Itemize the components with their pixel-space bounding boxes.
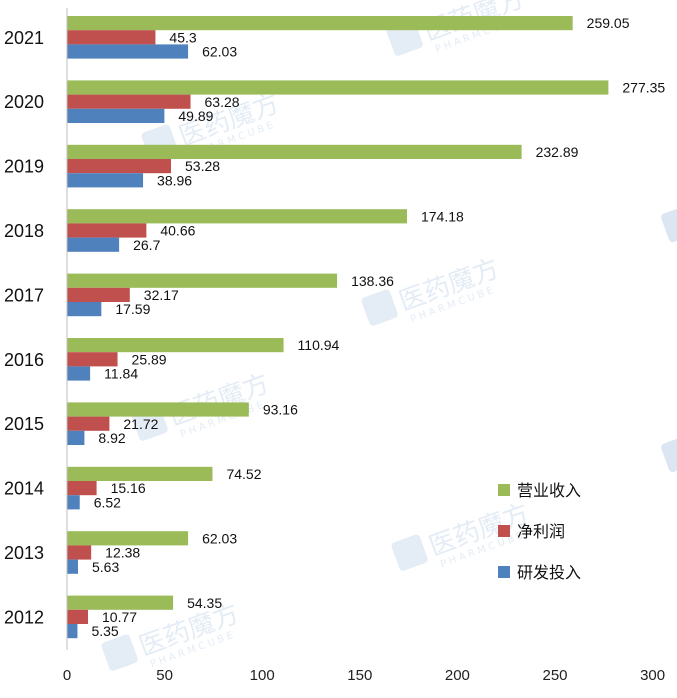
data-label: 54.35 <box>187 595 222 611</box>
watermark-cube-icon <box>101 634 138 671</box>
bar <box>67 80 609 95</box>
watermark-cube-icon <box>391 534 428 571</box>
data-label: 74.52 <box>226 466 261 482</box>
bar <box>67 416 110 431</box>
bar <box>67 402 249 417</box>
bar <box>67 595 174 610</box>
category-label: 2014 <box>4 479 44 499</box>
legend-swatch <box>498 566 510 578</box>
data-label: 10.77 <box>102 609 137 625</box>
category-label: 2018 <box>4 221 44 241</box>
data-label: 6.52 <box>94 494 121 510</box>
watermark-cube-icon <box>661 205 677 243</box>
data-label: 174.18 <box>421 208 464 224</box>
x-tick-label: 200 <box>445 667 470 684</box>
category-label: 2017 <box>4 285 44 305</box>
bar <box>67 223 147 238</box>
data-label: 5.35 <box>91 623 118 639</box>
bar <box>67 366 91 381</box>
bar <box>67 159 172 174</box>
x-tick-label: 100 <box>250 667 275 684</box>
x-tick-label: 300 <box>640 667 665 684</box>
bar <box>67 466 213 481</box>
data-label: 38.96 <box>157 172 192 188</box>
data-label: 110.94 <box>298 337 340 353</box>
bar <box>67 287 130 302</box>
legend-label: 研发投入 <box>517 563 581 582</box>
category-label: 2012 <box>4 607 44 627</box>
bar <box>67 209 407 224</box>
category-label: 2020 <box>4 92 44 112</box>
data-label: 21.72 <box>123 416 158 432</box>
bar <box>67 338 284 353</box>
category-axis: 2021 2020 2019 2018 2017 2016 2015 2014 2013 2012 <box>4 28 44 628</box>
bar <box>67 273 338 288</box>
bar <box>67 94 191 109</box>
legend-swatch <box>498 525 510 537</box>
bar <box>67 144 522 159</box>
bar <box>67 624 78 639</box>
bar <box>67 352 118 367</box>
category-label: 2016 <box>4 350 44 370</box>
bars-group <box>67 16 609 639</box>
data-label: 15.16 <box>111 480 146 496</box>
bar <box>67 16 573 31</box>
bar <box>67 559 78 574</box>
data-label: 62.03 <box>202 530 237 546</box>
value-axis: 0 50 100 150 200 250 300 <box>63 8 665 684</box>
data-label: 45.3 <box>169 29 196 45</box>
x-tick-label: 250 <box>542 667 567 684</box>
data-label: 12.38 <box>105 545 140 561</box>
bar <box>67 108 165 123</box>
data-label: 40.66 <box>160 223 195 239</box>
bar <box>67 545 92 560</box>
bar <box>67 609 89 624</box>
bar <box>67 173 144 188</box>
bar <box>67 495 80 510</box>
data-label: 62.03 <box>202 44 237 60</box>
bar <box>67 531 189 546</box>
data-label: 25.89 <box>132 351 167 367</box>
data-label: 17.59 <box>115 301 150 317</box>
data-label: 49.89 <box>178 108 213 124</box>
legend-swatch <box>498 484 510 496</box>
legend-label: 净利润 <box>517 522 565 541</box>
data-label: 8.92 <box>98 430 125 446</box>
x-tick-label: 50 <box>156 667 173 684</box>
x-tick-label: 150 <box>347 667 372 684</box>
category-label: 2021 <box>4 28 44 48</box>
data-label: 232.89 <box>536 144 579 160</box>
watermark-cube-icon <box>661 435 677 473</box>
category-label: 2019 <box>4 157 44 177</box>
data-label: 53.28 <box>185 158 220 174</box>
data-label: 277.35 <box>622 80 665 96</box>
data-label: 32.17 <box>144 287 179 303</box>
watermark-cube-icon <box>361 289 398 326</box>
data-label: 26.7 <box>133 237 160 253</box>
bar <box>67 30 156 45</box>
category-label: 2013 <box>4 543 44 563</box>
bar <box>67 44 189 59</box>
bar <box>67 430 85 445</box>
data-label: 63.28 <box>205 94 240 110</box>
legend-label: 营业收入 <box>517 481 581 500</box>
data-label: 5.63 <box>92 559 119 575</box>
data-label: 11.84 <box>104 366 138 382</box>
bar <box>67 302 102 317</box>
category-label: 2015 <box>4 414 44 434</box>
bar <box>67 237 120 252</box>
x-tick-label: 0 <box>63 667 71 684</box>
data-label: 138.36 <box>351 273 394 289</box>
bar <box>67 481 97 496</box>
data-label: 259.05 <box>587 15 630 31</box>
data-label: 93.16 <box>263 402 298 418</box>
